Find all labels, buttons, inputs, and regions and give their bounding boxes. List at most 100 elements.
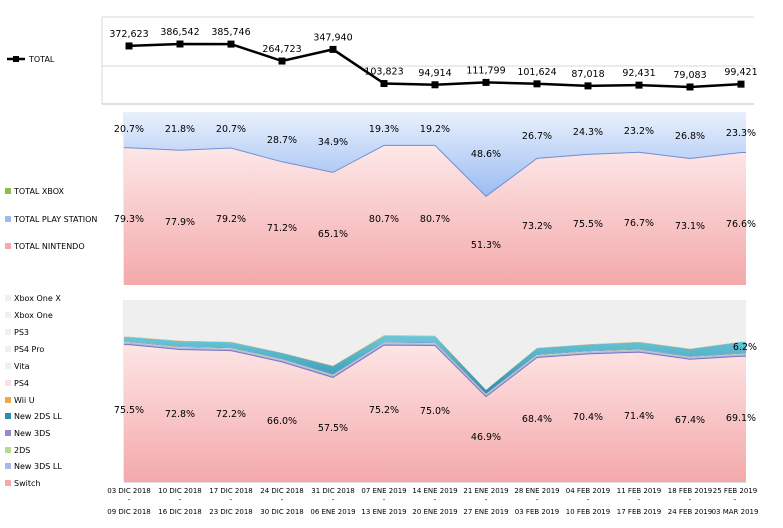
legend-new-2ds-ll-swatch [5, 413, 11, 419]
x-tick-start: 21 ENE 2019 [463, 487, 508, 495]
playstation-share-label: 26.7% [522, 131, 552, 142]
playstation-share-label: 34.9% [318, 137, 348, 148]
x-tick-start: 28 ENE 2019 [514, 487, 559, 495]
x-tick-start: 18 FEB 2019 [668, 487, 712, 495]
legend-ps4-pro-swatch [5, 346, 11, 352]
nintendo-share-label: 75.5% [573, 219, 603, 230]
total-data-label: 347,940 [313, 32, 352, 43]
legend-switch-swatch [5, 480, 11, 486]
boundary-nintendo-playstation [124, 144, 746, 197]
x-tick-start: 31 DIC 2018 [311, 487, 355, 495]
nintendo-share-label: 80.7% [420, 214, 450, 225]
total-data-label: 103,823 [364, 67, 403, 78]
total-data-label: 87,018 [571, 69, 604, 80]
total-point [227, 40, 235, 48]
total-data-label: 385,746 [211, 27, 250, 38]
x-tick-separator: - [485, 496, 488, 504]
area-new-2ds-ll [124, 335, 746, 394]
legend-total-marker-icon [13, 56, 19, 62]
x-tick-start: 03 DIC 2018 [107, 487, 151, 495]
x-tick-separator: - [638, 496, 641, 504]
total-point [686, 83, 694, 91]
total-point [584, 82, 592, 90]
x-tick-separator: - [434, 496, 437, 504]
total-data-label: 99,421 [724, 67, 757, 78]
total-point [482, 78, 490, 86]
legend-new-2ds-ll-label: New 2DS LL [14, 412, 62, 421]
playstation-share-label: 28.7% [267, 135, 297, 146]
legend-total: TOTAL [7, 55, 55, 64]
nintendo-share-label: 76.7% [624, 218, 654, 229]
x-tick-end: 13 ENE 2019 [361, 508, 406, 516]
total-data-label: 92,431 [622, 68, 655, 79]
total-line-panel: 372,623 386,542 385,746 264,723 347,940 103,8… [109, 27, 758, 91]
legend-new-3ds-ll-swatch [5, 463, 11, 469]
area-switch [124, 344, 746, 482]
total-data-label: 111,799 [466, 65, 505, 76]
total-point [329, 45, 337, 53]
x-tick-end: 30 DIC 2018 [260, 508, 304, 516]
platform-share-panel: 20.7% 21.8% 20.7% 28.7% 34.9% 19.3% 19.2% 48.6%… [114, 112, 756, 285]
switch-share-label: 69.1% [726, 413, 756, 424]
total-point [278, 57, 286, 65]
legend-ps3-label: PS3 [14, 328, 29, 337]
legend-models: Xbox One X Xbox One PS3 PS4 Pro Vita PS4… [5, 294, 62, 488]
legend-new-3ds-swatch [5, 430, 11, 436]
legend-switch-label: Switch [14, 479, 40, 488]
legend-new-3ds-ll-label: New 3DS LL [14, 462, 62, 471]
total-point [176, 40, 184, 48]
playstation-share-label: 21.8% [165, 124, 195, 135]
x-tick-separator: - [179, 496, 182, 504]
legend-platform: TOTAL XBOX TOTAL PLAY STATION TOTAL NINT… [5, 187, 97, 251]
x-tick-separator: - [332, 496, 335, 504]
x-tick-start: 07 ENE 2019 [361, 487, 406, 495]
legend-xbox-swatch [5, 188, 11, 194]
legend-wii-u-label: Wii U [14, 396, 35, 405]
legend-ps4-swatch [5, 380, 11, 386]
nintendo-share-label: 80.7% [369, 214, 399, 225]
legend-vita-swatch [5, 363, 11, 369]
new-2ds-ll-share-label: 6.2% [733, 342, 757, 353]
nintendo-share-label: 76.6% [726, 219, 756, 230]
legend-nintendo-label: TOTAL NINTENDO [13, 242, 85, 251]
total-point [533, 80, 541, 88]
area-2ds [124, 342, 746, 395]
switch-boundary [124, 344, 746, 398]
legend-total-label: TOTAL [28, 55, 55, 64]
legend-playstation-label: TOTAL PLAY STATION [13, 215, 97, 224]
total-data-label: 372,623 [109, 29, 148, 40]
total-point [635, 81, 643, 89]
legend-xbox-one-x-label: Xbox One X [14, 294, 61, 303]
total-point [125, 42, 133, 50]
playstation-share-label: 26.8% [675, 131, 705, 142]
nintendo-share-label: 65.1% [318, 229, 348, 240]
x-tick-separator: - [734, 496, 737, 504]
nintendo-share-label: 77.9% [165, 217, 195, 228]
x-tick-end: 27 ENE 2019 [463, 508, 508, 516]
switch-share-label: 75.0% [420, 406, 450, 417]
legend-ps4-label: PS4 [14, 379, 29, 388]
legend-2ds-swatch [5, 447, 11, 453]
legend-ps3-swatch [5, 329, 11, 335]
total-data-label: 386,542 [160, 27, 199, 38]
x-tick-end: 24 FEB 2019 [668, 508, 712, 516]
x-tick-separator: - [689, 496, 692, 504]
x-tick-separator: - [230, 496, 233, 504]
total-point [380, 80, 388, 88]
x-tick-end: 06 ENE 2019 [310, 508, 355, 516]
x-tick-end: 10 FEB 2019 [566, 508, 610, 516]
total-point [431, 81, 439, 89]
legend-2ds-label: 2DS [14, 446, 30, 455]
playstation-share-label: 48.6% [471, 149, 501, 160]
nintendo-share-label: 73.2% [522, 221, 552, 232]
legend-nintendo-swatch [5, 243, 11, 249]
nintendo-share-label: 79.3% [114, 214, 144, 225]
legend-xbox-label: TOTAL XBOX [13, 187, 65, 196]
playstation-share-label: 19.3% [369, 124, 399, 135]
playstation-share-label: 20.7% [216, 124, 246, 135]
legend-playstation-swatch [5, 216, 11, 222]
total-data-label: 264,723 [262, 44, 301, 55]
x-tick-start: 14 ENE 2019 [412, 487, 457, 495]
x-tick-end: 20 ENE 2019 [412, 508, 457, 516]
